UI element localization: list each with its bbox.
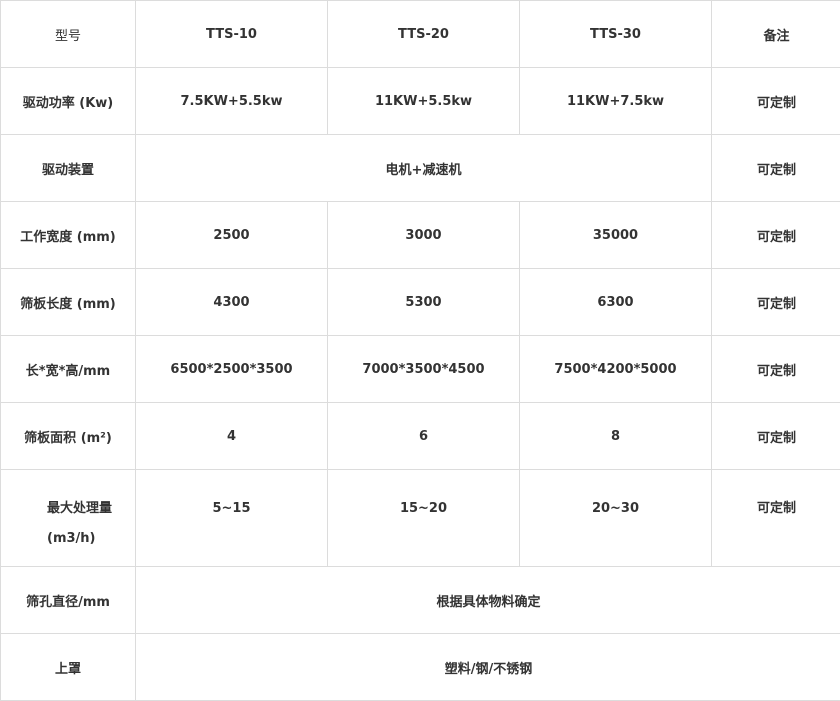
table-row: 上罩 塑料/钢/不锈钢 [0, 633, 840, 701]
header-model: TTS-30 [519, 0, 712, 68]
table-row: 筛板面积 (m²) 4 6 8 可定制 [0, 402, 840, 470]
cell: 8 [519, 402, 712, 470]
cell: 15~20 [327, 469, 520, 567]
note-cell: 可定制 [711, 469, 840, 567]
row-label: 筛板长度 (mm) [0, 268, 136, 336]
cell: 4 [135, 402, 328, 470]
cell: 5~15 [135, 469, 328, 567]
table-row: 长*宽*高/mm 6500*2500*3500 7000*3500*4500 7… [0, 335, 840, 403]
cell: 11KW+7.5kw [519, 67, 712, 135]
cell: 20~30 [519, 469, 712, 567]
row-label: 筛孔直径/mm [0, 566, 136, 634]
table-row: 筛板长度 (mm) 4300 5300 6300 可定制 [0, 268, 840, 336]
row-label: 筛板面积 (m²) [0, 402, 136, 470]
cell: 7000*3500*4500 [327, 335, 520, 403]
cell: 6 [327, 402, 520, 470]
note-cell: 可定制 [711, 134, 840, 202]
cell: 2500 [135, 201, 328, 269]
row-label: 长*宽*高/mm [0, 335, 136, 403]
cell: 3000 [327, 201, 520, 269]
merged-cell: 塑料/钢/不锈钢 [135, 633, 840, 701]
note-cell: 可定制 [711, 268, 840, 336]
table-row: 筛孔直径/mm 根据具体物料确定 [0, 566, 840, 634]
row-label-line2: (m3/h) [47, 531, 96, 546]
header-model: TTS-10 [135, 0, 328, 68]
merged-cell: 电机+减速机 [135, 134, 712, 202]
table-row: 驱动功率 (Kw) 7.5KW+5.5kw 11KW+5.5kw 11KW+7.… [0, 67, 840, 135]
note-cell: 可定制 [711, 402, 840, 470]
row-label: 上罩 [0, 633, 136, 701]
table-row: 最大处理量 (m3/h) 5~15 15~20 20~30 可定制 [0, 469, 840, 567]
cell: 11KW+5.5kw [327, 67, 520, 135]
cell: 6300 [519, 268, 712, 336]
merged-cell: 根据具体物料确定 [135, 566, 840, 634]
row-label: 驱动装置 [0, 134, 136, 202]
row-label: 最大处理量 (m3/h) [0, 469, 136, 567]
table-row: 工作宽度 (mm) 2500 3000 35000 可定制 [0, 201, 840, 269]
cell: 35000 [519, 201, 712, 269]
note-cell: 可定制 [711, 335, 840, 403]
cell: 4300 [135, 268, 328, 336]
header-row: 型号 TTS-10 TTS-20 TTS-30 备注 [0, 0, 840, 68]
header-model: TTS-20 [327, 0, 520, 68]
header-note: 备注 [711, 0, 840, 68]
header-label: 型号 [0, 0, 136, 68]
cell: 6500*2500*3500 [135, 335, 328, 403]
row-label: 驱动功率 (Kw) [0, 67, 136, 135]
row-label: 工作宽度 (mm) [0, 201, 136, 269]
table-row: 驱动装置 电机+减速机 可定制 [0, 134, 840, 202]
note-cell: 可定制 [711, 201, 840, 269]
row-label-line1: 最大处理量 [47, 501, 113, 516]
cell: 7500*4200*5000 [519, 335, 712, 403]
note-cell: 可定制 [711, 67, 840, 135]
cell: 7.5KW+5.5kw [135, 67, 328, 135]
cell: 5300 [327, 268, 520, 336]
